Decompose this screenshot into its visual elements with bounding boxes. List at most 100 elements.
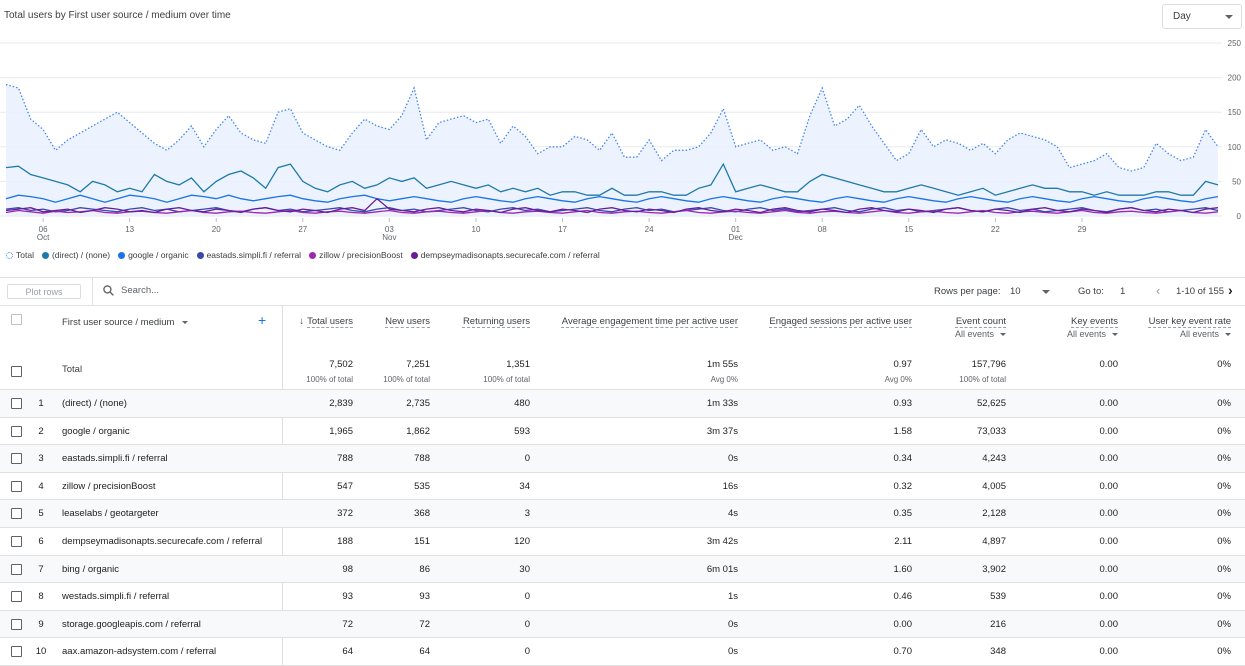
legend-swatch — [6, 251, 13, 259]
event-filter-value: All events — [1066, 329, 1106, 339]
row-checkbox[interactable] — [11, 425, 22, 437]
legend-item[interactable]: (direct) / (none) — [41, 250, 110, 260]
row-checkbox[interactable] — [11, 563, 22, 575]
select-all-checkbox[interactable] — [11, 314, 22, 325]
legend-item[interactable]: dempseymadisonapts.securecafe.com / refe… — [410, 250, 600, 260]
column-header[interactable]: Engaged sessions per active user — [740, 316, 912, 327]
table-cell: 0.46 — [893, 591, 913, 603]
legend-item[interactable]: google / organic — [118, 250, 189, 260]
chevron-down-icon — [1000, 332, 1006, 336]
event-filter-select[interactable]: All events — [1008, 329, 1118, 339]
add-dimension-icon[interactable]: + — [258, 312, 267, 328]
table-cell: 216 — [990, 618, 1006, 630]
column-header[interactable]: New users — [355, 316, 430, 327]
legend-swatch — [118, 251, 126, 259]
column-header[interactable]: Returning users — [432, 316, 530, 327]
total-subtext: 100% of total — [959, 375, 1006, 384]
rows-per-page-select[interactable]: 10 — [1010, 286, 1021, 297]
divider — [0, 305, 1245, 306]
table-row[interactable]: 2 google / organic 1,965 1,862 593 3m 37s 1.58… — [0, 418, 1245, 446]
row-number: 7 — [38, 563, 44, 575]
goto-input[interactable]: 1 — [1120, 286, 1126, 297]
total-area-fill — [6, 84, 1218, 216]
table-cell: 3 — [524, 508, 530, 520]
row-checkbox[interactable] — [11, 535, 22, 547]
table-cell: 480 — [514, 398, 530, 409]
table-row[interactable]: 3 eastads.simpli.fi / referral 788 788 0 0s 0.… — [0, 445, 1245, 473]
table-cell: 0.00 — [1099, 480, 1119, 492]
legend-item[interactable]: eastads.simpli.fi / referral — [196, 250, 301, 260]
row-number: 2 — [38, 425, 44, 437]
column-header[interactable]: ↓ Total users — [283, 316, 353, 327]
row-checkbox[interactable] — [11, 618, 22, 630]
column-header[interactable]: User key event rate — [1120, 316, 1231, 327]
column-header-label: Returning users — [462, 316, 530, 327]
row-checkbox[interactable] — [11, 480, 22, 492]
granularity-select[interactable]: Day — [1162, 4, 1242, 29]
chart-title: Total users by First user source / mediu… — [4, 10, 231, 21]
table-cell: 64 — [342, 646, 353, 658]
table-cell: 72 — [342, 618, 353, 630]
row-dimension: westads.simpli.fi / referral — [62, 591, 170, 603]
event-filter-select[interactable]: All events — [1120, 329, 1231, 339]
table-row[interactable]: 8 westads.simpli.fi / referral 93 93 0 1s 0.46… — [0, 583, 1245, 611]
legend-item[interactable]: zillow / precisionBoost — [309, 250, 403, 260]
column-header[interactable]: Average engagement time per active user — [532, 316, 738, 327]
dimension-header-label: First user source / medium — [62, 317, 175, 328]
y-tick-label: 100 — [1228, 143, 1242, 152]
total-cell: 7,502 — [329, 359, 353, 370]
row-checkbox[interactable] — [11, 646, 22, 658]
table-cell: 348 — [990, 646, 1006, 658]
row-dimension: zillow / precisionBoost — [62, 480, 156, 492]
row-checkbox[interactable] — [11, 508, 22, 520]
table-row[interactable]: 9 storage.googleapis.com / referral 72 72 0 0… — [0, 610, 1245, 639]
chevron-down-icon[interactable] — [1042, 290, 1050, 294]
legend-label: zillow / precisionBoost — [319, 250, 403, 260]
plot-rows-button[interactable]: Plot rows — [7, 284, 81, 299]
row-checkbox[interactable] — [11, 453, 22, 465]
table-cell: 0s — [727, 453, 738, 465]
x-tick-label: 17 — [558, 225, 567, 234]
search-box[interactable]: Search... — [102, 284, 159, 297]
legend-item[interactable]: Total — [6, 250, 34, 260]
row-dimension: google / organic — [62, 425, 130, 437]
table-row[interactable]: 10 aax.amazon-adsystem.com / referral 64 64… — [0, 638, 1245, 666]
total-subtext: 100% of total — [306, 375, 353, 384]
table-cell: 93 — [342, 591, 353, 603]
chevron-down-icon[interactable] — [182, 321, 189, 324]
row-dimension: aax.amazon-adsystem.com / referral — [62, 646, 217, 658]
table-header: First user source / medium + ↓ Total user… — [0, 306, 1245, 356]
total-label: Total — [62, 364, 83, 375]
dimension-header[interactable]: First user source / medium — [62, 317, 189, 328]
chevron-right-icon[interactable]: › — [1228, 282, 1233, 298]
table-row[interactable]: 1 (direct) / (none) 2,839 2,735 480 1m 33s 0.9… — [0, 390, 1245, 418]
table-cell: 0.70 — [893, 646, 913, 658]
table-cell: 4,243 — [982, 453, 1006, 465]
table-cell: 0.93 — [893, 398, 913, 409]
column-header[interactable]: Key events — [1008, 316, 1118, 327]
column-header-label: Event count — [955, 316, 1006, 327]
search-input[interactable]: Search... — [121, 285, 160, 296]
total-cell: 0% — [1217, 359, 1231, 370]
table-row[interactable]: 7 bing / organic 98 86 30 6m 01s 1.60 3,902 0.00… — [0, 555, 1245, 584]
table-cell: 0.00 — [1099, 618, 1119, 630]
table-cell: 3,902 — [982, 563, 1006, 575]
series-line — [5, 207, 1219, 213]
column-header[interactable]: Event count — [914, 316, 1006, 327]
row-checkbox[interactable] — [11, 591, 22, 603]
table-row[interactable]: 6 dempseymadisonapts.securecafe.com / ref… — [0, 528, 1245, 556]
x-tick-label: 13 — [125, 225, 134, 234]
chevron-left-icon[interactable]: ‹ — [1156, 283, 1161, 298]
table-cell: 2,839 — [329, 398, 353, 409]
total-row-checkbox[interactable] — [11, 366, 22, 377]
table-cell: 93 — [419, 591, 430, 603]
table-cell: 64 — [419, 646, 430, 658]
row-checkbox[interactable] — [11, 398, 22, 409]
event-filter-select[interactable]: All events — [914, 329, 1006, 339]
table-row[interactable]: 4 zillow / precisionBoost 547 535 34 16s 0.32 4… — [0, 473, 1245, 501]
table-row[interactable]: 5 leaselabs / geotargeter 372 368 3 4s 0.35 2,1… — [0, 500, 1245, 528]
table-cell: 4,005 — [982, 480, 1006, 492]
row-number: 6 — [38, 535, 44, 547]
table-cell: 16s — [722, 480, 738, 492]
table-cell: 0.35 — [893, 508, 913, 520]
